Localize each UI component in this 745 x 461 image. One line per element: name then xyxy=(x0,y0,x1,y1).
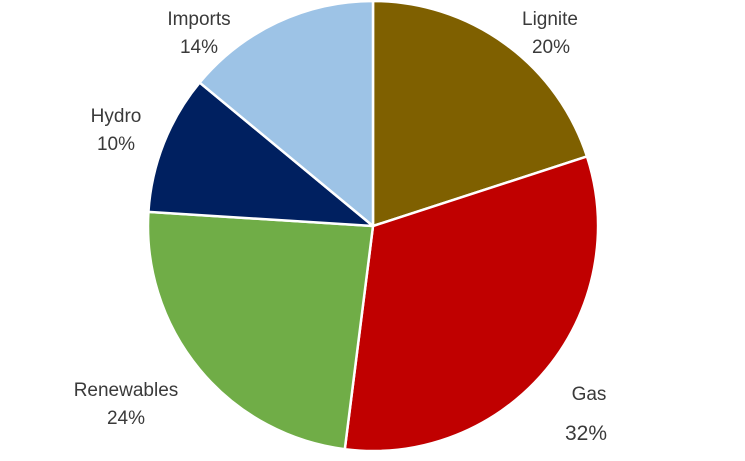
slice-name-hydro: Hydro xyxy=(91,106,142,127)
slice-name-imports: Imports xyxy=(167,9,230,30)
pie-slice-gas xyxy=(343,155,600,453)
slice-name-lignite: Lignite xyxy=(522,9,578,30)
slice-name-gas: Gas xyxy=(572,384,607,405)
slice-value-renewables: 24% xyxy=(107,408,145,429)
slice-value-imports: 14% xyxy=(180,37,218,58)
slice-value-gas: 32% xyxy=(565,422,607,445)
slice-name-renewables: Renewables xyxy=(74,380,179,401)
pie-slice-imports xyxy=(198,0,375,228)
pie-labels: Lignite 20% Gas 32% Renewables 24% Hydro… xyxy=(74,9,607,445)
slice-value-lignite: 20% xyxy=(532,37,570,58)
slice-value-hydro: 10% xyxy=(97,134,135,155)
pie-slice-hydro xyxy=(147,81,375,228)
pie-slice-lignite xyxy=(371,0,589,228)
pie-slice-renewables xyxy=(146,210,375,451)
pie-slices xyxy=(146,0,600,453)
